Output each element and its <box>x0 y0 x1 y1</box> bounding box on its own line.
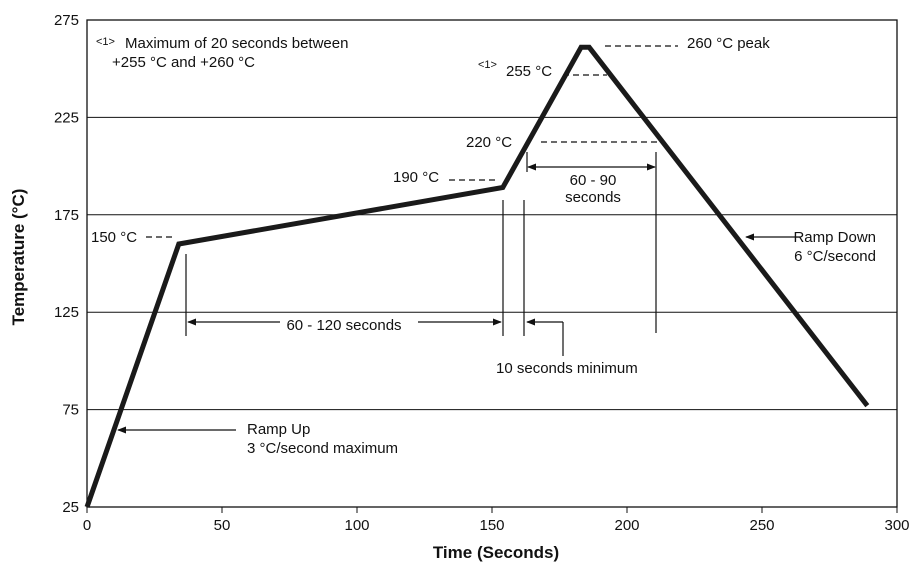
ramp-down-label-1: Ramp Down <box>793 229 876 246</box>
annotation-guides <box>117 45 800 434</box>
x-tick-label-200: 200 <box>614 517 639 534</box>
t190-label: 190 °C <box>393 169 439 186</box>
t255-label: 255 °C <box>506 63 552 80</box>
x-tick-label-250: 250 <box>749 517 774 534</box>
x-tick-label-0: 0 <box>83 517 91 534</box>
y-tick-label-75: 75 <box>62 402 79 419</box>
t255-marker: <1> <box>478 59 497 71</box>
t220-label: 220 °C <box>466 134 512 151</box>
min-10s-label: 10 seconds minimum <box>496 360 638 377</box>
ramp-up-label-1: Ramp Up <box>247 421 310 438</box>
peak-label: 260 °C peak <box>687 35 770 52</box>
note-line-1: Maximum of 20 seconds between <box>125 35 348 52</box>
span-60-90-label-1: 60 - 90 <box>570 172 617 189</box>
note-line-2: +255 °C and +260 °C <box>112 54 255 71</box>
y-tick-label-125: 125 <box>54 304 79 321</box>
grid-lines <box>87 116 897 411</box>
note-marker: <1> <box>96 36 115 48</box>
y-tick-label-25: 25 <box>62 499 79 516</box>
x-axis-title: Time (Seconds) <box>433 543 559 562</box>
span-60-120-label: 60 - 120 seconds <box>286 317 401 334</box>
y-tick-label-275: 275 <box>54 12 79 29</box>
x-tick-label-150: 150 <box>479 517 504 534</box>
series-layer <box>84 44 870 508</box>
ramp-up-label-2: 3 °C/second maximum <box>247 440 398 457</box>
series-line-0 <box>84 44 870 508</box>
t150-label: 150 °C <box>91 229 137 246</box>
x-tick-label-100: 100 <box>344 517 369 534</box>
y-tick-labels: 25 75 125 175 225 275 <box>54 12 79 516</box>
x-tick-labels: 0 50 100 150 200 250 300 <box>83 517 910 534</box>
y-axis-title: Temperature (°C) <box>9 189 28 326</box>
ramp-down-label-2: 6 °C/second <box>794 248 876 265</box>
axes <box>86 19 898 513</box>
x-tick-label-300: 300 <box>884 517 909 534</box>
plot-frame <box>86 19 898 508</box>
y-tick-label-175: 175 <box>54 207 79 224</box>
y-tick-label-225: 225 <box>54 109 79 126</box>
x-tick-label-50: 50 <box>214 517 231 534</box>
span-60-90-label-2: seconds <box>565 189 621 206</box>
